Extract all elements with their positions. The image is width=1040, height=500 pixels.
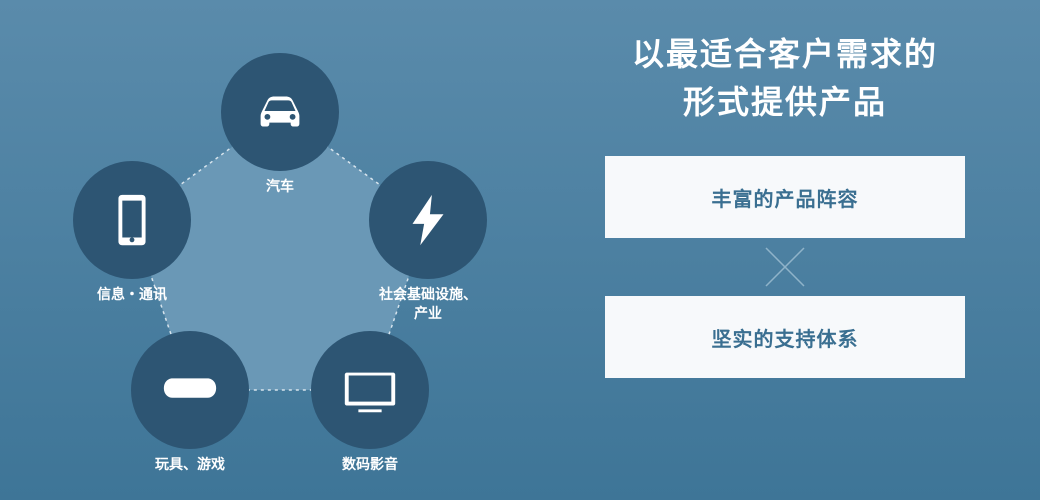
feature-box-1: 丰富的产品阵容 [605, 156, 965, 238]
diagram-node-label-info: 信息・通讯 [97, 285, 167, 304]
cross-icon [762, 238, 808, 296]
monitor-icon [311, 331, 429, 449]
feature-box-1-label: 丰富的产品阵容 [712, 183, 859, 212]
diagram-node-car: 汽车 [221, 53, 339, 196]
headline-line2: 形式提供产品 [632, 78, 938, 126]
diagram-node-label-digital: 数码影音 [342, 455, 398, 474]
diagram-node-infra: 社会基础设施、产业 [369, 161, 487, 323]
phone-icon [73, 161, 191, 279]
diagram-pentagon: 汽车社会基础设施、产业数码影音 玩具、游戏 信息・通讯 [0, 0, 560, 500]
feature-box-2: 坚实的支持体系 [605, 296, 965, 378]
headline-line1: 以最适合客户需求的 [632, 30, 938, 78]
car-icon [221, 53, 339, 171]
diagram-node-info: 信息・通讯 [73, 161, 191, 304]
feature-box-2-label: 坚实的支持体系 [712, 323, 859, 352]
diagram-node-label-infra: 社会基础设施、产业 [379, 285, 477, 323]
diagram-node-label-toys: 玩具、游戏 [155, 455, 225, 474]
bolt-icon [369, 161, 487, 279]
diagram-node-digital: 数码影音 [311, 331, 429, 474]
handheld-icon [131, 331, 249, 449]
headline: 以最适合客户需求的 形式提供产品 [632, 30, 938, 126]
diagram-node-label-car: 汽车 [266, 177, 294, 196]
diagram-node-toys: 玩具、游戏 [131, 331, 249, 474]
